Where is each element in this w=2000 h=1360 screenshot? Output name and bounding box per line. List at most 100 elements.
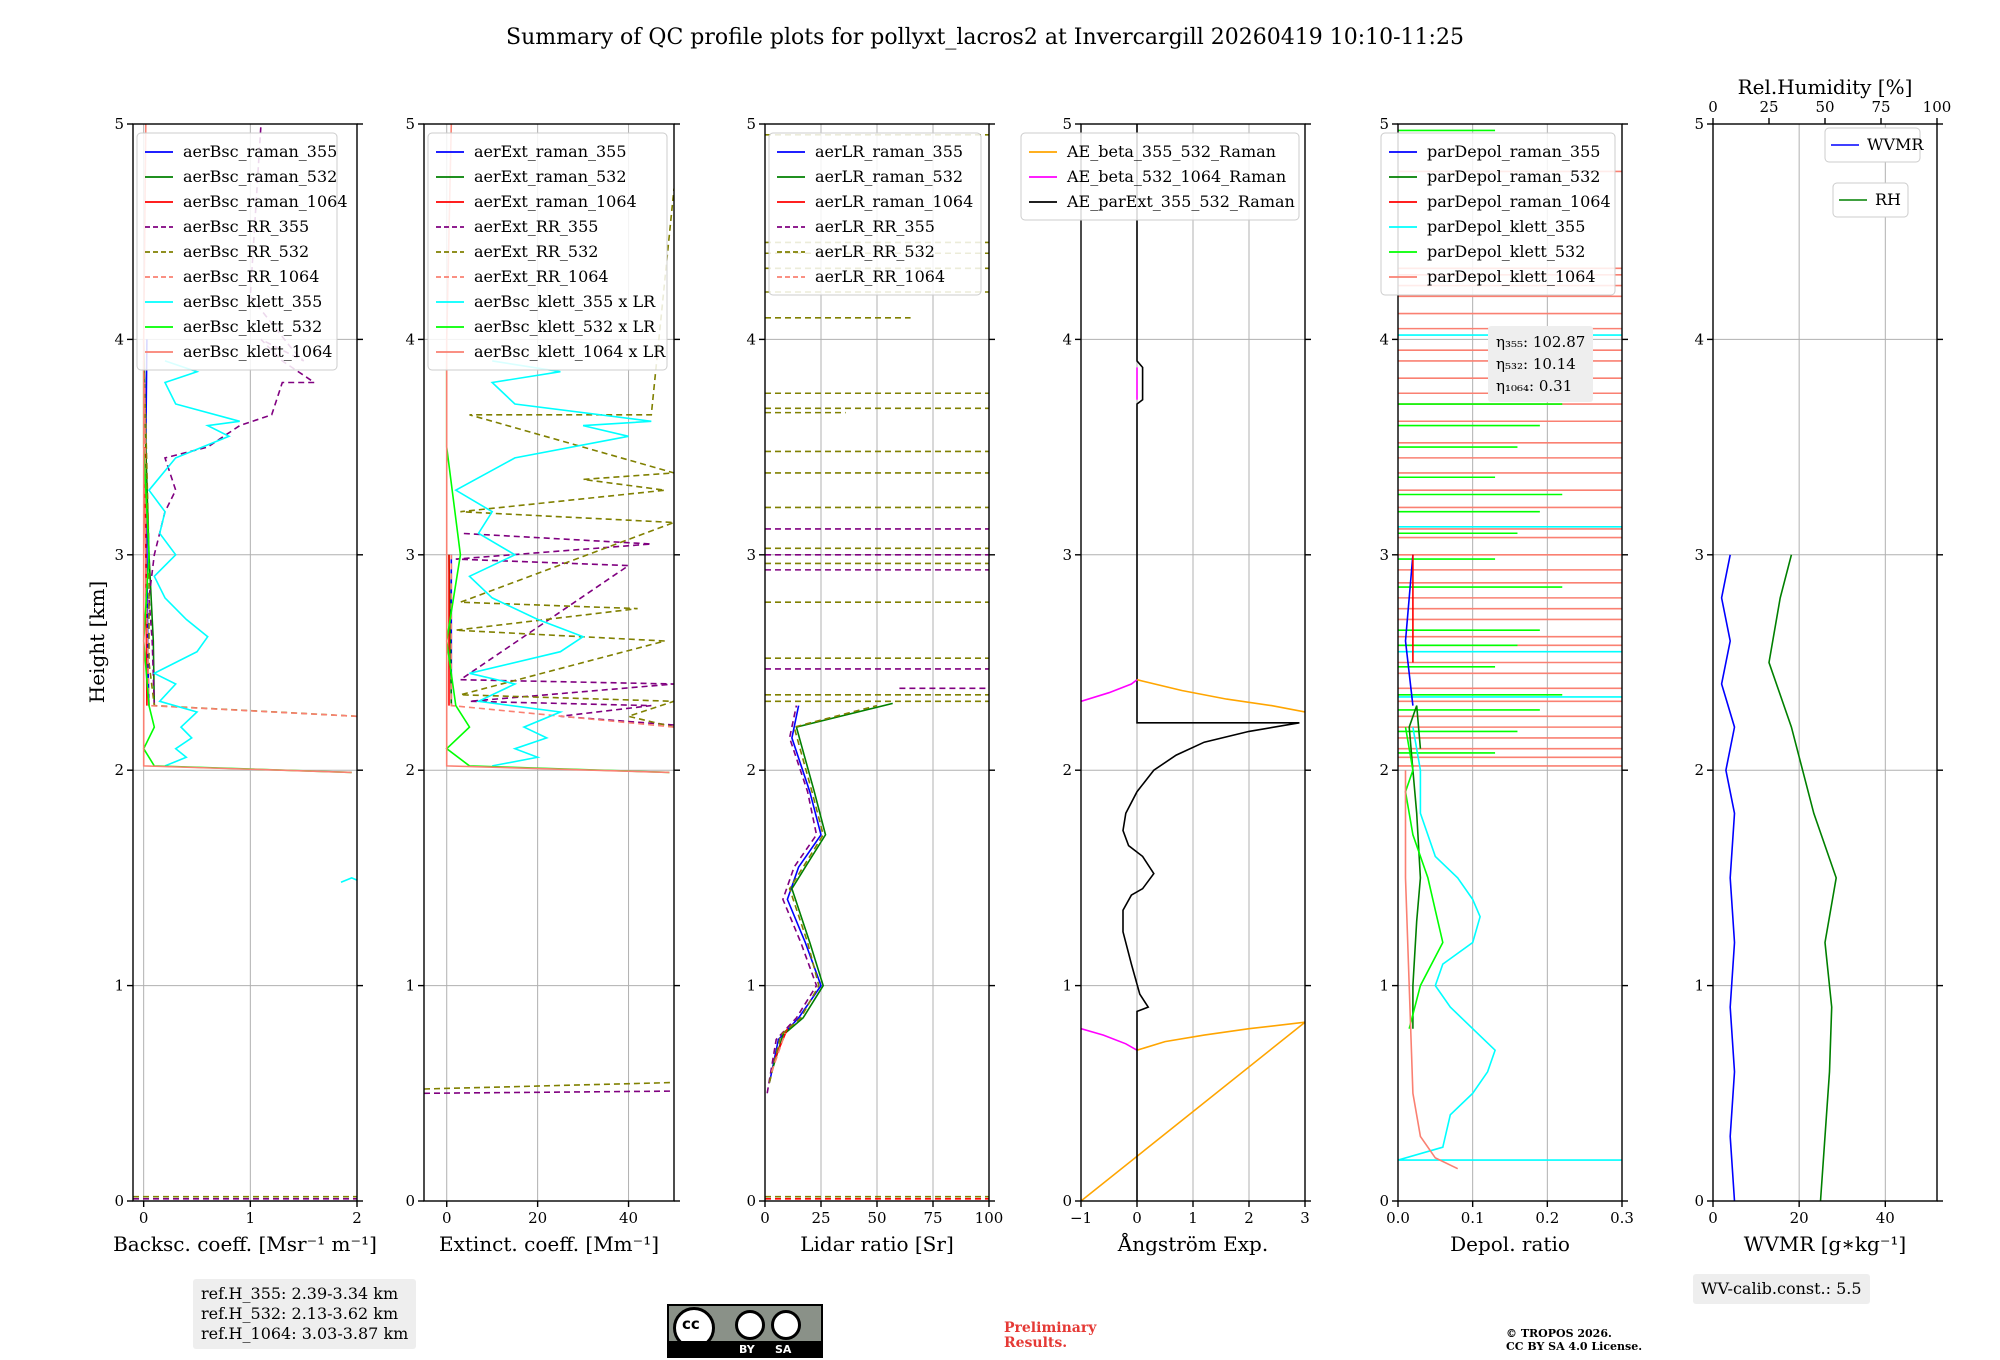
series-parDepol_klett_1064 xyxy=(1404,770,1459,1170)
series-aerBsc_RR_532 xyxy=(142,360,357,718)
series-aerBsc_klett_355 x LR xyxy=(454,360,652,767)
series-aerLR_RR_532 xyxy=(768,704,878,1083)
x-tick-label: 20 xyxy=(528,1209,547,1227)
y-tick-label: 5 xyxy=(1694,115,1704,133)
x-tick-label: 40 xyxy=(619,1209,638,1227)
y-tick-label: 1 xyxy=(1062,977,1072,995)
x-tick-label: 3 xyxy=(1300,1209,1310,1227)
axes-frame xyxy=(423,123,675,1202)
y-tick-label: 5 xyxy=(1379,115,1389,133)
x-tick-label: 0 xyxy=(1132,1209,1142,1227)
top-x-tick-label: 100 xyxy=(1923,98,1952,116)
legend-label: aerLR_raman_532 xyxy=(815,167,963,186)
legend-label: WVMR xyxy=(1867,135,1924,154)
preliminary-line-2: Results. xyxy=(1004,1335,1068,1351)
y-tick-label: 2 xyxy=(405,761,415,779)
y-tick-label: 5 xyxy=(746,115,756,133)
x-tick-label: 1 xyxy=(246,1209,256,1227)
series-aerBsc_raman_355 xyxy=(144,339,150,706)
legend-label: RH xyxy=(1875,190,1901,209)
legend-label: AE_beta_355_532_Raman xyxy=(1066,142,1276,161)
x-tick-label: 20 xyxy=(1790,1209,1809,1227)
series-aerBsc_klett_355 xyxy=(147,360,240,767)
series-parDepol_klett_532 xyxy=(1404,726,1444,1029)
legend-label: aerBsc_klett_532 x LR xyxy=(474,317,656,336)
cc-letters: cc xyxy=(682,1315,700,1333)
series-extra xyxy=(340,877,357,883)
x-axis-label: Depol. ratio xyxy=(1450,1232,1570,1256)
legend-label: aerExt_raman_355 xyxy=(474,142,627,161)
y-tick-label: 3 xyxy=(405,546,415,564)
legend-label: aerExt_RR_1064 xyxy=(474,267,609,286)
eta-1064: η₁₀₆₄: 0.31 xyxy=(1496,377,1573,395)
legend-box xyxy=(1832,182,1909,218)
x-tick-label: 50 xyxy=(867,1209,886,1227)
top-x-tick-label: 25 xyxy=(1759,98,1778,116)
y-tick-label: 3 xyxy=(114,546,124,564)
y-tick-label: 1 xyxy=(114,977,124,995)
legend-box xyxy=(1824,127,1921,163)
preliminary-results-note: Preliminary Results. xyxy=(1004,1321,1096,1351)
cc-badge-band xyxy=(669,1341,821,1356)
legend-label: aerLR_RR_355 xyxy=(815,217,935,236)
series-aerLR_RR_1064 xyxy=(770,1032,786,1073)
series-parDepol_klett_355 xyxy=(1398,726,1622,1161)
y-tick-label: 2 xyxy=(1694,761,1704,779)
series-RH xyxy=(1768,554,1838,1201)
top-x-tick-label: 50 xyxy=(1815,98,1834,116)
x-axis-label: Lidar ratio [Sr] xyxy=(800,1232,954,1256)
x-tick-label: 0 xyxy=(442,1209,452,1227)
y-tick-label: 0 xyxy=(1379,1192,1389,1210)
y-tick-label: 2 xyxy=(746,761,756,779)
legend-label: parDepol_klett_1064 xyxy=(1427,267,1596,286)
x-tick-label: 2 xyxy=(1244,1209,1254,1227)
ref-height-355: ref.H_355: 2.39-3.34 km xyxy=(201,1284,399,1303)
eta-box: η₃₅₅: 102.87 η₅₃₂: 10.14 η₁₀₆₄: 0.31 xyxy=(1488,326,1594,402)
series-aerExt_RR_1064 xyxy=(450,554,674,728)
ref-height-1064: ref.H_1064: 3.03-3.87 km xyxy=(201,1324,409,1343)
x-tick-label: 0.1 xyxy=(1461,1209,1485,1227)
legend-box xyxy=(1380,132,1616,296)
legend-ae: AE_beta_355_532_Raman AE_beta_532_1064_Ra… xyxy=(1020,132,1300,221)
series-aerBsc_klett_532 x LR xyxy=(445,360,670,774)
panel-bsc: 0 1 2 0 1 2 3 4 5 Backsc. coeff. [Msr⁻¹ m⁻¹] aerBs… xyxy=(113,115,377,1256)
series-AE_beta_355_532_Raman xyxy=(1081,1021,1305,1201)
panel-depol: 0.0 0.1 0.2 0.3 0 1 2 3 4 5 Depol. ratio parDepol_r… xyxy=(1379,115,1633,1256)
series-WVMR xyxy=(1720,554,1736,1201)
series-aerLR_raman_355 xyxy=(768,705,822,1083)
series-extra xyxy=(1136,678,1305,713)
x-tick-label: 0.3 xyxy=(1610,1209,1634,1227)
y-tick-label: 1 xyxy=(1694,977,1704,995)
legend-box xyxy=(768,132,982,296)
series-aerExt_RR_532 xyxy=(455,188,674,728)
legend-label: aerLR_raman_1064 xyxy=(815,192,973,211)
legend-box xyxy=(427,132,668,371)
legend-ext: aerExt_raman_355 aerExt_raman_532 aerExt_r… xyxy=(427,132,668,371)
copyright-line-2: CC BY SA 4.0 License. xyxy=(1506,1340,1643,1353)
legend-wvmr: WVMR xyxy=(1824,127,1924,163)
legend-label: aerExt_RR_532 xyxy=(474,242,598,261)
series-AE_parExt_355_532_Raman xyxy=(1122,124,1300,1201)
series-AE_beta_532_1064_Raman xyxy=(1081,1027,1138,1051)
y-tick-label: 0 xyxy=(114,1192,124,1210)
copyright-note: © TROPOS 2026. CC BY SA 4.0 License. xyxy=(1506,1327,1642,1353)
y-tick-label: 0 xyxy=(1062,1192,1072,1210)
y-tick-label: 2 xyxy=(1379,761,1389,779)
legend-depol: parDepol_raman_355 parDepol_raman_532 parD… xyxy=(1380,132,1616,296)
preliminary-line-1: Preliminary xyxy=(1004,1320,1097,1336)
sa-label: SA xyxy=(775,1343,792,1356)
legend-label: aerBsc_klett_532 xyxy=(183,317,322,336)
y-tick-label: 5 xyxy=(1062,115,1072,133)
series-extra xyxy=(1081,679,1138,703)
y-tick-label: 5 xyxy=(114,115,124,133)
copyright-line-1: © TROPOS 2026. xyxy=(1506,1327,1612,1340)
series-aerBsc_klett_532 xyxy=(142,360,352,774)
x-tick-label: 0 xyxy=(760,1209,770,1227)
legend-label: aerBsc_klett_355 x LR xyxy=(474,292,656,311)
y-tick-label: 3 xyxy=(1694,546,1704,564)
ref-height-532: ref.H_532: 2.13-3.62 km xyxy=(201,1304,399,1323)
y-tick-label: 3 xyxy=(746,546,756,564)
eta-532: η₅₃₂: 10.14 xyxy=(1496,355,1576,373)
series-aerExt_RR_355 xyxy=(455,532,674,726)
